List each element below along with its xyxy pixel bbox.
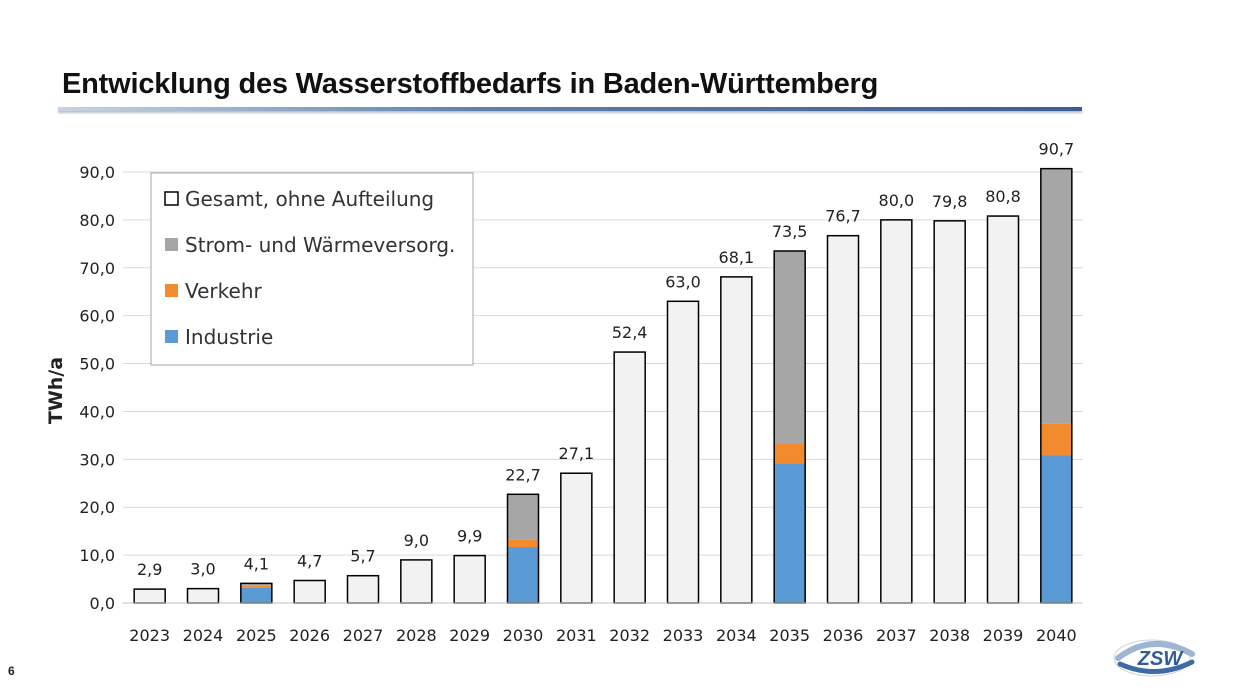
x-tick-label: 2030 bbox=[503, 626, 544, 645]
x-tick-label: 2038 bbox=[929, 626, 970, 645]
data-label: 5,7 bbox=[350, 547, 375, 566]
bar-gesamt bbox=[986, 215, 1020, 604]
x-tick-label: 2025 bbox=[236, 626, 277, 645]
legend-swatch bbox=[165, 284, 178, 297]
x-tick-label: 2040 bbox=[1036, 626, 1077, 645]
y-tick-label: 60,0 bbox=[79, 307, 115, 326]
logo-text: ZSW bbox=[1137, 648, 1185, 670]
x-tick-label: 2036 bbox=[823, 626, 864, 645]
x-tick-label: 2034 bbox=[716, 626, 757, 645]
legend-box bbox=[150, 172, 474, 366]
data-label: 90,7 bbox=[1039, 140, 1075, 159]
y-tick-label: 90,0 bbox=[79, 163, 115, 182]
y-tick-label: 30,0 bbox=[79, 450, 115, 469]
bar-gesamt bbox=[186, 587, 220, 604]
bar-gesamt bbox=[933, 220, 966, 604]
bar-gesamt bbox=[133, 588, 166, 604]
title-rule bbox=[58, 107, 1082, 111]
data-label: 79,8 bbox=[932, 192, 968, 211]
bar-segment-strom bbox=[240, 583, 272, 586]
x-tick-label: 2023 bbox=[129, 626, 170, 645]
bar-gesamt bbox=[720, 276, 753, 604]
bar-segment-industrie bbox=[507, 546, 539, 603]
bar-gesamt bbox=[666, 300, 700, 604]
bar-gesamt bbox=[293, 579, 326, 604]
x-tick-label: 2037 bbox=[876, 626, 917, 645]
data-label: 52,4 bbox=[612, 323, 648, 342]
bar-segment-industrie bbox=[1040, 455, 1072, 603]
data-label: 73,5 bbox=[772, 222, 808, 241]
y-tick-label: 20,0 bbox=[79, 498, 115, 517]
bar-gesamt bbox=[346, 574, 380, 604]
data-label: 76,7 bbox=[825, 207, 861, 226]
bar-gesamt bbox=[400, 559, 433, 604]
data-label: 9,9 bbox=[457, 527, 482, 546]
bar-segment-strom bbox=[507, 494, 539, 540]
y-axis-label: TWh/a bbox=[45, 357, 67, 424]
x-tick-label: 2033 bbox=[663, 626, 704, 645]
x-tick-label: 2035 bbox=[769, 626, 810, 645]
data-label: 80,0 bbox=[879, 191, 915, 210]
legend-label: Industrie bbox=[185, 325, 273, 349]
bar-segment-verkehr bbox=[1040, 423, 1072, 456]
bar-segment-industrie bbox=[240, 587, 272, 603]
data-label: 4,1 bbox=[244, 554, 269, 573]
bar-segment-verkehr bbox=[507, 539, 539, 547]
bar-segment-strom bbox=[1040, 168, 1072, 424]
data-label: 9,0 bbox=[404, 531, 429, 550]
legend-label: Verkehr bbox=[185, 279, 263, 303]
y-tick-label: 50,0 bbox=[79, 355, 115, 374]
x-tick-label: 2027 bbox=[343, 626, 384, 645]
legend-swatch bbox=[164, 191, 179, 206]
legend-swatch bbox=[165, 330, 178, 343]
bar-gesamt bbox=[453, 554, 486, 604]
bar-gesamt bbox=[880, 219, 913, 604]
data-label: 22,7 bbox=[505, 465, 541, 484]
x-tick-label: 2026 bbox=[289, 626, 330, 645]
data-label: 3,0 bbox=[190, 560, 215, 579]
data-label: 2,9 bbox=[137, 560, 162, 579]
data-label: 63,0 bbox=[665, 272, 701, 291]
bar-gesamt bbox=[826, 234, 860, 604]
data-label: 27,1 bbox=[559, 444, 595, 463]
zsw-logo: ZSW bbox=[1113, 639, 1195, 677]
legend-swatch bbox=[165, 238, 178, 251]
slide-title: Entwicklung des Wasserstoffbedarfs in Ba… bbox=[62, 68, 879, 100]
x-tick-label: 2032 bbox=[609, 626, 650, 645]
x-tick-label: 2031 bbox=[556, 626, 597, 645]
data-label: 80,8 bbox=[985, 187, 1021, 206]
x-tick-label: 2029 bbox=[449, 626, 490, 645]
bar-gesamt bbox=[613, 351, 646, 604]
bar-segment-verkehr bbox=[774, 444, 806, 464]
y-tick-label: 40,0 bbox=[79, 402, 115, 421]
bar-segment-industrie bbox=[774, 463, 806, 603]
bar-gesamt bbox=[560, 472, 593, 604]
x-tick-label: 2039 bbox=[983, 626, 1024, 645]
y-tick-label: 80,0 bbox=[79, 211, 115, 230]
bar-segment-strom bbox=[774, 251, 806, 445]
data-label: 68,1 bbox=[719, 248, 755, 267]
x-tick-label: 2028 bbox=[396, 626, 437, 645]
page-number: 6 bbox=[8, 664, 15, 678]
bar-segment-verkehr bbox=[240, 585, 272, 588]
y-tick-label: 10,0 bbox=[79, 546, 115, 565]
legend-label: Gesamt, ohne Aufteilung bbox=[185, 187, 434, 211]
y-tick-label: 70,0 bbox=[79, 259, 115, 278]
x-tick-label: 2024 bbox=[183, 626, 224, 645]
legend-label: Strom- und Wärmeversorg. bbox=[185, 233, 455, 257]
data-label: 4,7 bbox=[297, 551, 322, 570]
y-tick-label: 0,0 bbox=[90, 594, 115, 613]
